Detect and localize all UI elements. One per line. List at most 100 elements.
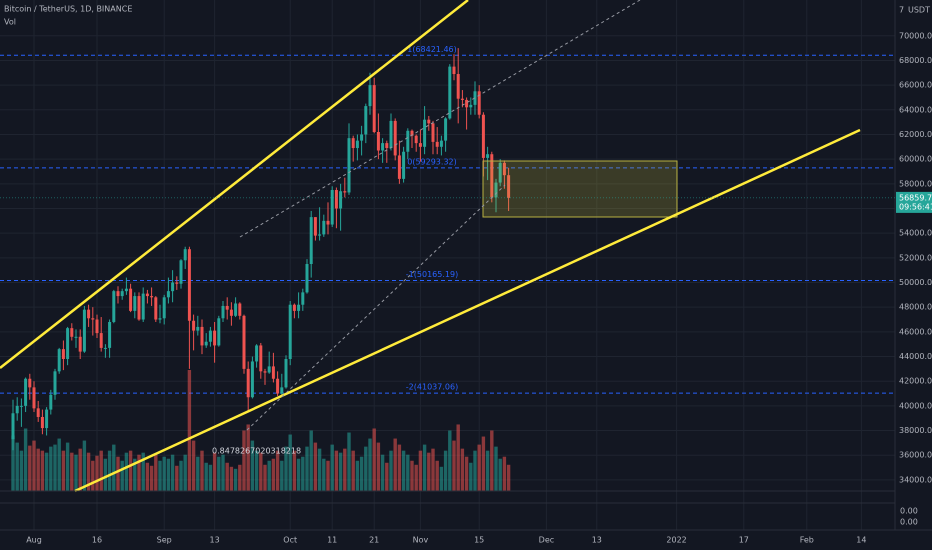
fib-label: 0(59293.32) [407,157,457,166]
candle-body [418,143,422,147]
candle-body [11,413,15,440]
volume-bar [70,452,74,491]
volume-bar [473,450,477,491]
volume-bar [254,450,259,491]
x-tick-label: 2022 [666,536,686,545]
candle-body [276,378,280,394]
volume-bar [145,462,150,491]
volume-bar [128,450,133,491]
upper-trendline[interactable] [0,0,469,369]
volume-bar [393,438,397,491]
volume-bar [49,446,53,491]
candle-body [238,303,242,316]
volume-bar [372,428,376,491]
volume-bar [397,444,402,491]
candle-body [133,296,137,311]
countdown-label: 09:56:41 [899,202,932,211]
volume-bar [11,435,15,491]
candle-body [24,378,28,406]
candle-body [402,151,406,179]
candle-body [150,296,154,298]
candle-body [347,138,351,193]
candle-body [435,141,439,147]
volume-bar [301,456,305,491]
volume-bar [292,450,297,491]
candle-body [263,371,267,373]
volume-bar [359,456,364,491]
y-tick-label: 52000.00 [899,253,932,262]
candle-body [171,282,175,292]
volume-bar [74,454,78,491]
volume-bar [355,460,360,491]
volume-bar [406,454,410,491]
candle-body [288,304,292,359]
y-tick-label: 60000.00 [899,155,932,164]
lower-trendline[interactable] [74,128,861,493]
volume-bar [330,444,334,491]
volume-bar [401,450,406,491]
candle-body [481,114,485,158]
candle-body [360,134,364,141]
parallel-channel[interactable] [246,184,506,431]
candle-body [112,291,116,322]
candle-body [217,318,221,346]
volume-bar [452,440,456,491]
candle-body [108,321,112,348]
candle-body [200,326,204,346]
candle-body [158,318,162,320]
candle-body [297,304,301,311]
x-tick-label: 13 [592,536,602,545]
volume-bar [233,468,238,491]
candle-body [192,320,196,331]
volume-bar [338,452,343,491]
y-tick-label: 34000.00 [899,475,932,484]
candle-body [179,260,183,284]
volume-bar [431,448,435,491]
volume-bar [61,450,66,491]
candle-body [103,347,107,349]
candle-body [364,106,368,135]
candle-body [507,175,511,198]
y-tick-label: 54000.00 [899,229,932,238]
volume-bar [170,454,175,491]
volume-bar [469,462,473,491]
candle-body [141,293,145,320]
volume-bar [275,450,280,491]
volume-bar [95,455,99,491]
candle-body [372,85,376,133]
x-tick-label: Dec [539,536,554,545]
currency: USDT [908,6,930,15]
volume-bar [481,436,486,491]
fib-label: -2(41037.06) [406,383,458,392]
volume-bar [15,442,19,491]
candle-body [78,336,82,352]
range-box[interactable] [482,160,678,218]
candle-body [469,104,473,108]
volume-bar [120,460,124,491]
candle-body [486,154,490,158]
candle-body [36,408,40,417]
volume-bar [334,450,339,491]
volume-bar [427,452,431,491]
volume-bar [296,458,301,491]
volume-bar [389,450,393,491]
candle-body [40,416,44,429]
volume-bar [149,465,154,491]
volume-bar [53,444,57,491]
x-tick-label: Oct [283,536,297,545]
volume-bar [221,454,225,491]
volume-bar [490,430,494,491]
candle-body [116,291,120,297]
volume-bar [242,430,246,491]
volume-bar [32,440,36,491]
candle-body [389,120,393,149]
volume-bar [322,458,326,491]
volume-bar [410,460,414,491]
candle-body [234,303,238,316]
candle-body [120,291,124,297]
volume-bar [204,462,208,491]
candle-body [427,119,431,124]
candle-body [460,98,464,100]
volume-bar [380,454,385,491]
volume-bar [460,448,465,491]
